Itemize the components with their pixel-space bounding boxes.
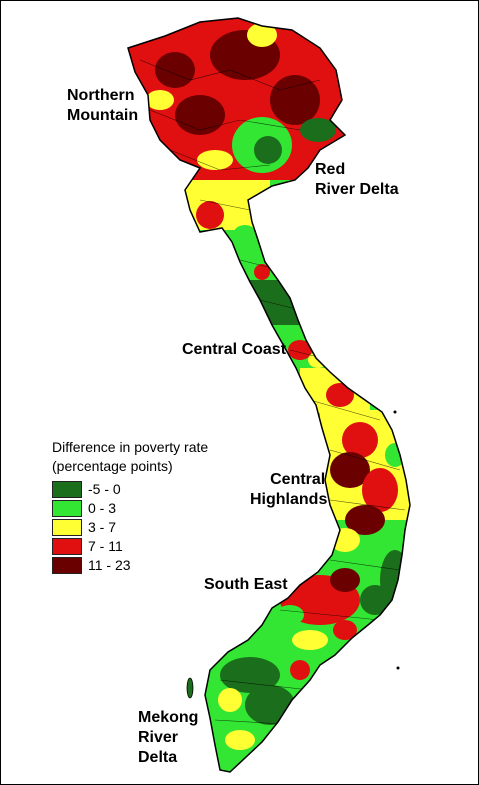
legend-swatch <box>52 480 82 498</box>
legend-label: 3 - 7 <box>88 519 117 535</box>
legend-item: -5 - 0 <box>52 480 272 498</box>
legend-label: 0 - 3 <box>88 500 117 516</box>
legend: Difference in poverty rate (percentage p… <box>52 438 272 575</box>
label-line: Delta <box>138 749 178 766</box>
label-line: River <box>138 729 179 746</box>
label-red-river-delta: Red River Delta <box>315 160 399 200</box>
island-dot <box>396 666 400 670</box>
legend-item: 0 - 3 <box>52 499 272 517</box>
label-central-highlands: Central Highlands <box>250 470 327 510</box>
legend-swatch <box>52 499 82 517</box>
phu-quoc-island <box>186 677 194 699</box>
label-line: Red <box>315 161 346 178</box>
label-line: Mountain <box>67 107 139 124</box>
label-line: River Delta <box>315 181 399 198</box>
label-south-east: South East <box>204 575 288 595</box>
legend-title-line: (percentage points) <box>52 458 173 474</box>
label-central-coast: Central Coast <box>182 340 286 360</box>
label-line: Highlands <box>250 491 328 508</box>
legend-swatch <box>52 537 82 555</box>
label-line: Northern <box>67 87 135 104</box>
country-outline <box>127 17 411 773</box>
label-line: South East <box>204 576 288 593</box>
label-northern-mountain: Northern Mountain <box>67 86 138 126</box>
legend-item: 7 - 11 <box>52 537 272 555</box>
legend-label: -5 - 0 <box>88 481 121 497</box>
legend-title-line: Difference in poverty rate <box>52 439 209 455</box>
label-line: Central Coast <box>182 341 287 358</box>
island-dot <box>393 410 397 414</box>
legend-item: 11 - 23 <box>52 556 272 574</box>
label-mekong-river-delta: Mekong River Delta <box>138 708 198 768</box>
label-line: Mekong <box>138 709 199 726</box>
legend-items: -5 - 0 0 - 3 3 - 7 7 - 11 11 - 23 <box>52 480 272 574</box>
legend-item: 3 - 7 <box>52 518 272 536</box>
label-line: Central <box>270 471 326 488</box>
legend-swatch <box>52 556 82 574</box>
legend-swatch <box>52 518 82 536</box>
legend-label: 11 - 23 <box>88 557 131 573</box>
legend-label: 7 - 11 <box>88 538 123 554</box>
legend-title: Difference in poverty rate (percentage p… <box>52 438 272 476</box>
